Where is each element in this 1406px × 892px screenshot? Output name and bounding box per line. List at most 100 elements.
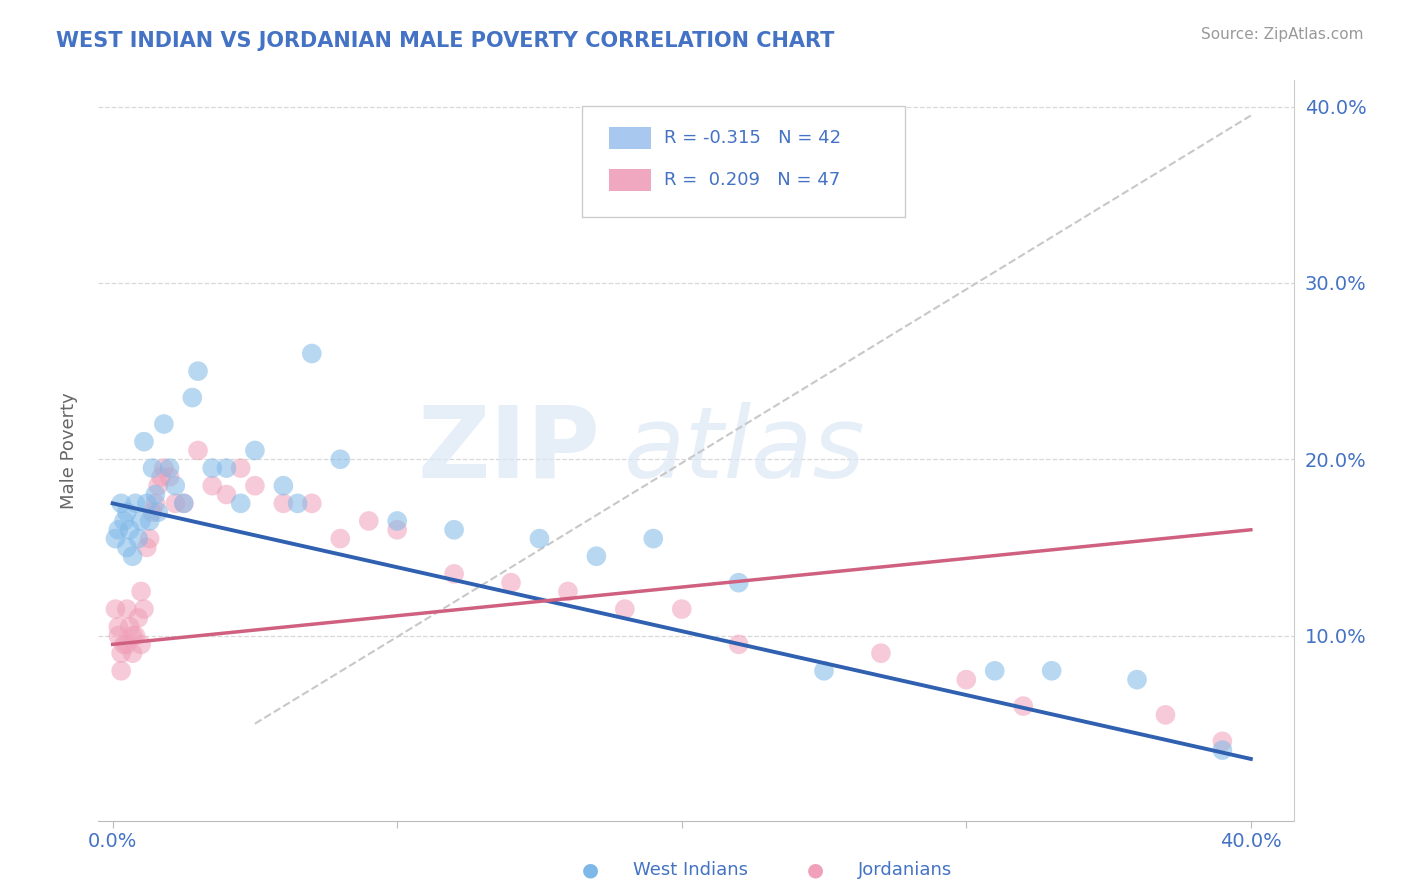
Point: [115, 602, 138, 616]
Point: [1012, 699, 1035, 714]
Point: [121, 628, 143, 642]
Point: [112, 514, 135, 528]
Point: [159, 461, 181, 475]
Point: [148, 479, 170, 493]
Point: [201, 479, 224, 493]
Point: [955, 673, 977, 687]
Point: [148, 505, 170, 519]
Point: [107, 620, 129, 634]
FancyBboxPatch shape: [582, 106, 905, 218]
Point: [165, 496, 187, 510]
Text: ●: ●: [582, 860, 599, 880]
Text: Jordanians: Jordanians: [858, 861, 952, 879]
Point: [229, 461, 252, 475]
Point: [187, 443, 209, 458]
Point: [357, 514, 380, 528]
Point: [141, 505, 163, 519]
Point: [115, 505, 138, 519]
Point: [121, 646, 143, 660]
Point: [443, 523, 465, 537]
Bar: [609, 127, 651, 149]
Point: [813, 664, 835, 678]
Point: [215, 461, 238, 475]
Point: [613, 602, 636, 616]
Point: [385, 514, 409, 528]
Point: [201, 461, 224, 475]
Point: [643, 532, 665, 546]
Point: [273, 479, 295, 493]
Point: [243, 479, 266, 493]
Point: [173, 496, 195, 510]
Text: WEST INDIAN VS JORDANIAN MALE POVERTY CORRELATION CHART: WEST INDIAN VS JORDANIAN MALE POVERTY CO…: [56, 31, 835, 51]
Point: [124, 496, 146, 510]
Point: [984, 664, 1007, 678]
Point: [118, 620, 141, 634]
Point: [129, 637, 152, 651]
Text: atlas: atlas: [624, 402, 866, 499]
Point: [585, 549, 607, 564]
Point: [132, 434, 155, 449]
Point: [159, 470, 181, 484]
Point: [107, 523, 129, 537]
Point: [329, 532, 352, 546]
Point: [215, 487, 238, 501]
Point: [110, 646, 132, 660]
Point: [110, 496, 132, 510]
Point: [1211, 734, 1233, 748]
Point: [104, 602, 127, 616]
Point: [1154, 707, 1177, 722]
Point: [165, 479, 187, 493]
Point: [129, 514, 152, 528]
Point: [181, 391, 204, 405]
Text: R = -0.315   N = 42: R = -0.315 N = 42: [664, 129, 841, 147]
Point: [671, 602, 693, 616]
Point: [727, 575, 749, 590]
Point: [187, 364, 209, 378]
Bar: [609, 169, 651, 191]
Point: [727, 637, 749, 651]
Point: [557, 584, 579, 599]
Text: R =  0.209   N = 47: R = 0.209 N = 47: [664, 171, 839, 189]
Point: [329, 452, 352, 467]
Point: [150, 470, 173, 484]
Point: [121, 549, 143, 564]
Point: [132, 602, 155, 616]
Point: [127, 611, 149, 625]
Point: [229, 496, 252, 510]
Point: [499, 575, 522, 590]
Point: [301, 346, 323, 360]
Point: [115, 541, 138, 555]
Point: [104, 532, 127, 546]
Point: [115, 637, 138, 651]
Point: [243, 443, 266, 458]
Point: [143, 487, 166, 501]
Point: [127, 532, 149, 546]
Point: [1211, 743, 1233, 757]
Point: [107, 628, 129, 642]
Point: [110, 664, 132, 678]
Text: ZIP: ZIP: [418, 402, 600, 499]
Text: ●: ●: [807, 860, 824, 880]
Point: [273, 496, 295, 510]
Point: [1126, 673, 1149, 687]
Point: [301, 496, 323, 510]
Point: [135, 541, 157, 555]
Point: [153, 417, 176, 431]
Point: [529, 532, 551, 546]
Point: [124, 628, 146, 642]
Point: [112, 637, 135, 651]
Y-axis label: Male Poverty: Male Poverty: [59, 392, 77, 508]
Point: [385, 523, 409, 537]
Text: Source: ZipAtlas.com: Source: ZipAtlas.com: [1201, 27, 1364, 42]
Point: [129, 584, 152, 599]
Point: [141, 461, 163, 475]
Point: [138, 514, 160, 528]
Point: [138, 532, 160, 546]
Point: [1040, 664, 1063, 678]
Point: [870, 646, 893, 660]
Point: [287, 496, 309, 510]
Point: [143, 496, 166, 510]
Point: [118, 523, 141, 537]
Point: [173, 496, 195, 510]
Point: [135, 496, 157, 510]
